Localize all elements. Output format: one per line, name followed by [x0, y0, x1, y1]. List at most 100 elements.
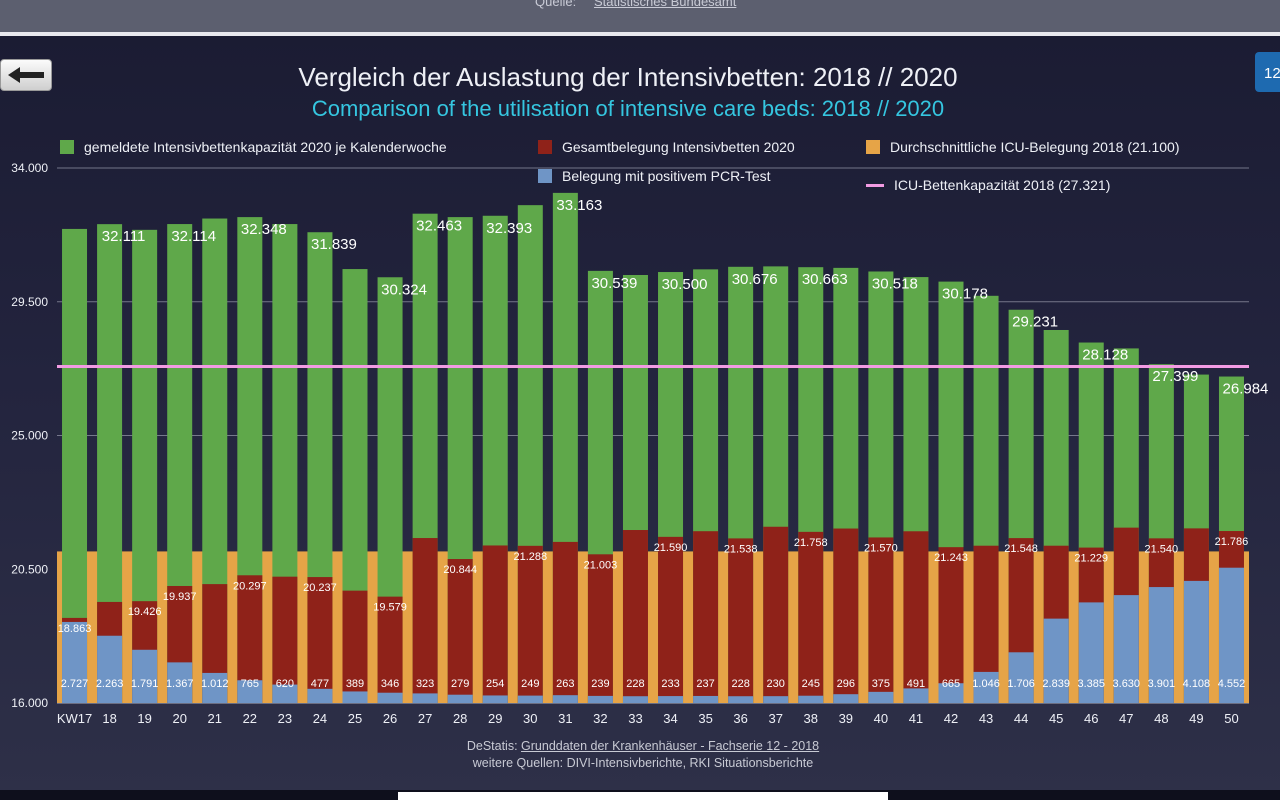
bar-pcr-positive: [938, 683, 964, 703]
legend-label: Durchschnittliche ICU-Belegung 2018 (21.…: [890, 139, 1180, 155]
x-tick-label: 42: [944, 711, 958, 726]
legend-swatch-pink-line: [866, 183, 884, 187]
bar-pcr-positive: [622, 696, 648, 703]
page-number-badge[interactable]: 12: [1255, 52, 1280, 92]
top-caption-link[interactable]: Statistisches Bundesamt: [594, 0, 737, 9]
bar-pcr-positive: [552, 695, 578, 703]
chart-subtitle: Comparison of the utilisation of intensi…: [311, 96, 945, 121]
legend-label: Gesamtbelegung Intensivbetten 2020: [562, 139, 795, 155]
occupancy-label: 20.297: [233, 580, 267, 592]
capacity-label: 30.539: [591, 275, 637, 292]
bar-pcr-positive: [1218, 567, 1244, 703]
bar-pcr-positive: [763, 696, 789, 703]
arrow-left-icon: [8, 67, 44, 83]
bar-pcr-positive: [272, 684, 298, 703]
x-tick-label: 44: [1014, 711, 1028, 726]
legend-label: gemeldete Intensivbettenkapazität 2020 j…: [84, 139, 447, 155]
occupancy-label: 21.229: [1074, 553, 1108, 565]
bar-occupancy-2020: [833, 528, 859, 703]
capacity-label: 32.114: [171, 228, 216, 245]
legend-label: ICU-Bettenkapazität 2018 (27.321): [894, 177, 1111, 193]
capacity-label: 30.676: [732, 271, 778, 288]
capacity-label: 28.128: [1082, 347, 1128, 364]
bar-occupancy-2020: [272, 576, 298, 703]
bar-pcr-positive: [833, 694, 859, 703]
y-tick-label: 29.500: [11, 295, 48, 309]
pcr-label: 228: [626, 678, 644, 690]
legend-item-avg-2018: Durchschnittliche ICU-Belegung 2018 (21.…: [866, 139, 1180, 155]
bar-occupancy-2020: [587, 554, 613, 703]
capacity-label: 32.111: [102, 228, 146, 245]
x-tick-label: 35: [698, 711, 712, 726]
pcr-label: 1.367: [166, 678, 194, 690]
bar-occupancy-2020: [903, 531, 929, 703]
pcr-label: 233: [661, 678, 679, 690]
pcr-label: 2.727: [61, 678, 89, 690]
x-tick-label: 43: [979, 711, 993, 726]
back-button[interactable]: [0, 59, 52, 91]
capacity-label: 30.663: [802, 271, 848, 288]
bar-occupancy-2020: [938, 547, 964, 703]
bar-occupancy-2020: [377, 596, 403, 703]
source-prefix: DeStatis:: [466, 739, 522, 753]
capacity-label: 26.984: [1223, 381, 1269, 398]
bar-occupancy-2020: [798, 531, 824, 703]
capacity-label: 30.324: [381, 281, 427, 298]
source-link[interactable]: Grunddaten der Krankenhäuser - Fachserie…: [521, 739, 820, 753]
bar-pcr-positive: [693, 695, 719, 703]
top-bar: Quelle: Statistisches Bundesamt: [0, 0, 1280, 32]
capacity-label: 32.393: [486, 220, 532, 237]
pcr-label: 620: [276, 678, 294, 690]
pcr-label: 245: [802, 678, 820, 690]
x-tick-label: 33: [628, 711, 642, 726]
pcr-label: 765: [241, 678, 259, 690]
bar-pcr-positive: [342, 691, 368, 703]
bar-pcr-positive: [167, 662, 193, 703]
pcr-label: 346: [381, 678, 399, 690]
pcr-label: 1.706: [1007, 678, 1035, 690]
bar-occupancy-2020: [447, 559, 473, 703]
x-tick-label: 46: [1084, 711, 1098, 726]
pcr-label: 1.791: [131, 678, 159, 690]
occupancy-label: 21.590: [654, 542, 688, 554]
x-tick-label: 41: [909, 711, 923, 726]
bar-occupancy-2020: [412, 538, 438, 703]
x-tick-label: 36: [733, 711, 747, 726]
legend-item-capacity-2020: gemeldete Intensivbettenkapazität 2020 j…: [60, 139, 447, 155]
pcr-label: 1.046: [972, 678, 1000, 690]
x-tick-label: 23: [278, 711, 292, 726]
x-tick-label: 37: [768, 711, 782, 726]
occupancy-label: 18.863: [58, 623, 92, 635]
pcr-label: 239: [591, 678, 609, 690]
occupancy-label: 21.570: [864, 542, 898, 554]
bar-pcr-positive: [868, 691, 894, 703]
bar-pcr-positive: [237, 680, 263, 703]
x-tick-label: 38: [804, 711, 818, 726]
bar-pcr-positive: [62, 621, 88, 703]
pcr-label: 279: [451, 678, 469, 690]
bar-occupancy-2020: [307, 577, 333, 703]
x-tick-label: 48: [1154, 711, 1168, 726]
x-tick-label: 40: [874, 711, 888, 726]
source-line-1: DeStatis: Grunddaten der Krankenhäuser -…: [0, 739, 1280, 753]
occupancy-label: 21.758: [794, 537, 828, 549]
capacity-label: 33.163: [556, 197, 602, 214]
bar-pcr-positive: [1183, 580, 1209, 703]
occupancy-label: 21.540: [1145, 543, 1179, 555]
capacity-label: 30.178: [942, 286, 988, 303]
capacity-label: 30.500: [662, 276, 708, 293]
occupancy-label: 19.937: [163, 591, 197, 603]
pcr-label: 477: [311, 678, 329, 690]
bar-pcr-positive: [1148, 587, 1174, 703]
chart-title: Vergleich der Auslastung der Intensivbet…: [298, 62, 958, 92]
divider: [0, 32, 1280, 36]
bar-pcr-positive: [587, 695, 613, 703]
occupancy-label: 19.579: [373, 602, 407, 614]
capacity-label: 29.231: [1012, 314, 1058, 331]
occupancy-label: 21.538: [724, 543, 758, 555]
x-tick-label: 24: [313, 711, 327, 726]
y-tick-label: 16.000: [11, 696, 48, 710]
pcr-label: 230: [767, 678, 785, 690]
bar-occupancy-2020: [622, 530, 648, 703]
bar-pcr-positive: [97, 635, 123, 703]
